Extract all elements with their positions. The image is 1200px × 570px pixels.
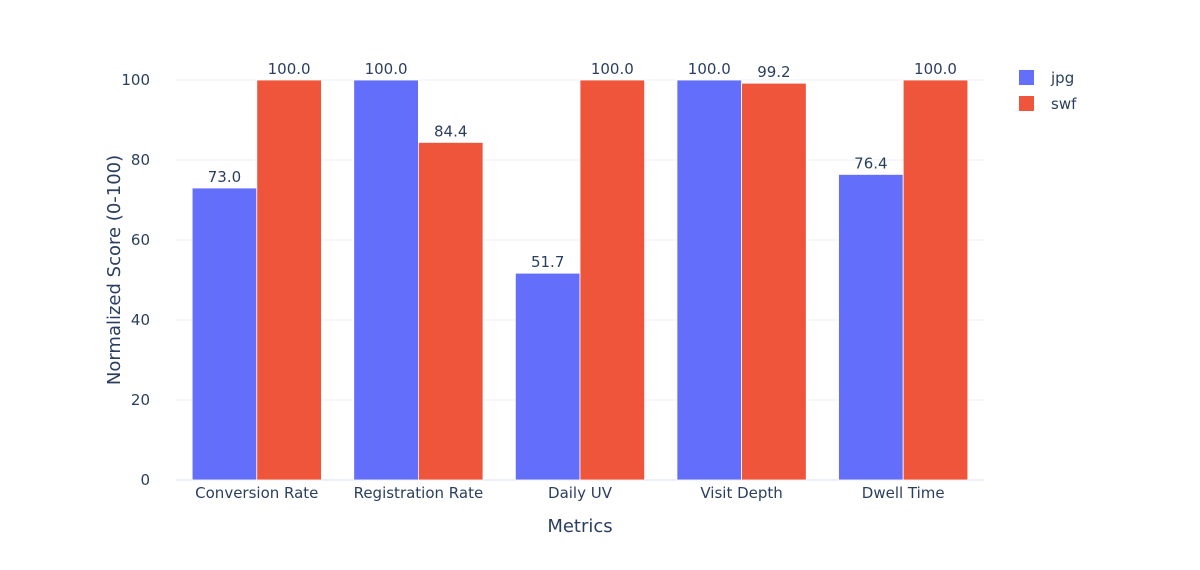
data-label-jpg: 76.4	[854, 154, 887, 172]
bar-swf	[417, 141, 484, 481]
data-label-swf: 99.2	[757, 63, 790, 81]
data-label-swf: 100.0	[268, 60, 311, 78]
data-label-jpg: 73.0	[208, 168, 241, 186]
bar-jpg	[514, 272, 581, 481]
y-axis-title: Normalized Score (0-100)	[104, 155, 125, 385]
legend-swatch-jpg	[1019, 70, 1034, 85]
x-tick-label: Conversion Rate	[195, 484, 318, 502]
data-label-jpg: 100.0	[688, 60, 731, 78]
y-tick-label: 60	[131, 231, 150, 249]
x-tick-label: Daily UV	[548, 484, 613, 502]
bar-swf	[741, 82, 807, 481]
bar-swf	[902, 79, 969, 481]
x-tick-label: Dwell Time	[862, 484, 945, 502]
bar-jpg	[676, 79, 743, 481]
y-tick-label: 40	[131, 311, 150, 329]
legend-label-jpg: jpg	[1050, 69, 1074, 87]
legend: jpg swf	[1019, 69, 1077, 113]
legend-label-swf: swf	[1051, 95, 1077, 113]
bar-jpg	[353, 79, 419, 481]
bars-layer	[191, 79, 969, 481]
legend-swatch-swf	[1019, 96, 1034, 111]
data-label-swf: 100.0	[914, 60, 957, 78]
y-tick-label: 20	[131, 391, 150, 409]
bar-jpg	[191, 187, 258, 481]
data-label-swf: 100.0	[591, 60, 634, 78]
data-labels-layer: 73.0 100.0 100.0 84.4 51.7 100.0 100.0 99.2 76.4…	[208, 60, 957, 271]
data-label-jpg: 100.0	[365, 60, 408, 78]
bar-swf	[579, 79, 646, 481]
data-label-jpg: 51.7	[531, 253, 564, 271]
bar-swf	[256, 79, 322, 481]
x-axis-ticks: Conversion Rate Registration Rate Daily UV…	[195, 484, 944, 502]
data-label-swf: 84.4	[434, 122, 467, 140]
y-axis-ticks: 0 20 40 60 80 100	[121, 71, 150, 489]
y-tick-label: 80	[131, 151, 150, 169]
x-tick-label: Registration Rate	[354, 484, 484, 502]
y-tick-label: 100	[121, 71, 150, 89]
y-tick-label: 0	[140, 471, 150, 489]
x-axis-title: Metrics	[547, 516, 612, 537]
x-tick-label: Visit Depth	[700, 484, 782, 502]
bar-jpg	[838, 173, 904, 481]
